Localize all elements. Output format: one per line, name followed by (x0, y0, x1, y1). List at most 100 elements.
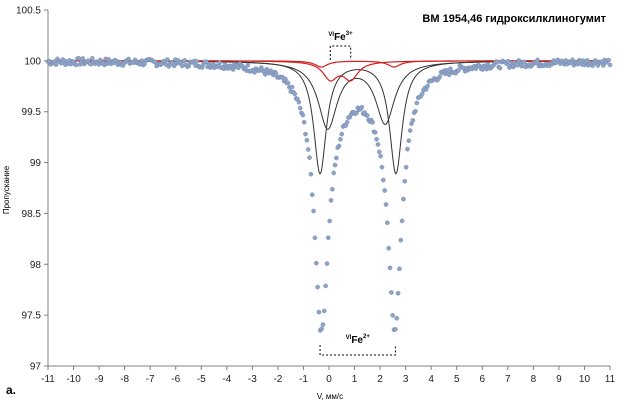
data-point (395, 290, 401, 296)
x-tick-label: 9 (556, 374, 562, 385)
data-point (497, 65, 503, 71)
data-point (376, 149, 382, 155)
annotations: VIFe3+ VIFe2+ (319, 31, 396, 356)
y-tick-label: 100.5 (16, 6, 41, 17)
x-tick-label: -4 (222, 374, 231, 385)
data-point (382, 188, 387, 193)
data-point (402, 178, 408, 184)
data-point (76, 56, 82, 61)
data-point (600, 63, 606, 68)
data-point (324, 261, 330, 266)
x-tick-label: -2 (273, 374, 282, 385)
data-point (414, 100, 420, 106)
data-point (309, 192, 315, 198)
data-point (273, 70, 279, 76)
data-point (303, 131, 308, 137)
data-point (126, 56, 131, 62)
data-point (331, 170, 336, 176)
data-point (300, 112, 306, 118)
y-tick-label: 98.5 (22, 209, 42, 220)
data-point (320, 322, 326, 327)
data-point (397, 266, 402, 272)
data-point (297, 105, 303, 111)
data-point (285, 80, 291, 86)
data-point (292, 91, 298, 97)
tick-labels: -11 -10 -9 -8 -7 -6 -5 -4 -3 -2 -1 0 1 2 3 4 5 6 7 8 9 10 1197… (16, 6, 616, 386)
data-point (378, 153, 383, 159)
fe3-label: VIFe3+ (328, 31, 353, 43)
data-point (289, 84, 295, 90)
x-tick-label: 10 (579, 374, 591, 385)
data-point (245, 62, 251, 68)
y-tick-label: 97 (30, 362, 42, 373)
data-point (339, 131, 345, 137)
data-point (179, 63, 185, 69)
data-point (519, 63, 524, 69)
x-tick-label: -3 (248, 374, 257, 385)
data-point (73, 62, 79, 68)
panel-label: а. (6, 383, 16, 397)
data-point (89, 56, 95, 61)
axes (44, 9, 611, 370)
data-point (262, 72, 268, 77)
data-point (375, 142, 381, 147)
data-point (313, 260, 319, 266)
data-points (45, 56, 613, 333)
data-point (403, 164, 409, 170)
y-tick-label: 99.5 (22, 107, 42, 118)
data-point (389, 290, 394, 295)
data-point (495, 59, 500, 65)
x-tick-label: 8 (531, 374, 537, 385)
data-point (322, 308, 327, 314)
data-point (425, 83, 430, 89)
x-tick-label: -10 (66, 374, 81, 385)
x-tick-label: 3 (403, 374, 409, 385)
x-tick-label: 2 (377, 374, 383, 385)
data-point (385, 220, 390, 226)
data-point (413, 108, 418, 114)
x-tick-label: 11 (605, 374, 616, 385)
data-point (390, 313, 396, 318)
y-tick-label: 100 (24, 56, 41, 67)
x-tick-label: 7 (505, 374, 511, 385)
fe3-bracket (329, 45, 352, 60)
data-point (311, 208, 316, 214)
data-point (328, 198, 334, 203)
data-point (323, 283, 328, 289)
data-point (296, 99, 302, 105)
x-tick-label: -9 (95, 374, 104, 385)
data-point (401, 196, 406, 202)
x-tick-label: -1 (299, 374, 308, 385)
x-tick-label: -5 (197, 374, 206, 385)
x-tick-label: 1 (352, 374, 358, 385)
data-point (456, 68, 461, 73)
data-point (381, 177, 386, 183)
x-tick-label: 5 (454, 374, 460, 385)
data-point (217, 60, 222, 66)
x-tick-label: -11 (41, 374, 55, 385)
data-point (374, 136, 379, 142)
x-tick-label: 6 (479, 374, 485, 385)
x-axis-label: V, мм/с (317, 392, 343, 401)
data-point (407, 128, 413, 133)
data-point (326, 235, 331, 241)
data-point (319, 326, 324, 332)
data-point (186, 63, 192, 69)
data-point (80, 56, 86, 61)
data-point (308, 171, 314, 177)
data-point (334, 155, 339, 161)
x-tick-label: 4 (428, 374, 434, 385)
data-point (379, 164, 385, 170)
y-axis-label: Пропускание (2, 165, 11, 214)
data-point (535, 57, 540, 63)
chart-title: ВМ 1954,46 гидроксилклиногумит (422, 13, 606, 25)
y-tick-label: 98 (30, 260, 42, 271)
data-point (393, 327, 398, 332)
data-point (332, 162, 338, 168)
data-point (194, 59, 200, 64)
data-point (399, 218, 405, 224)
data-point (606, 57, 611, 63)
data-point (405, 146, 410, 152)
fe2-bracket (319, 345, 396, 356)
